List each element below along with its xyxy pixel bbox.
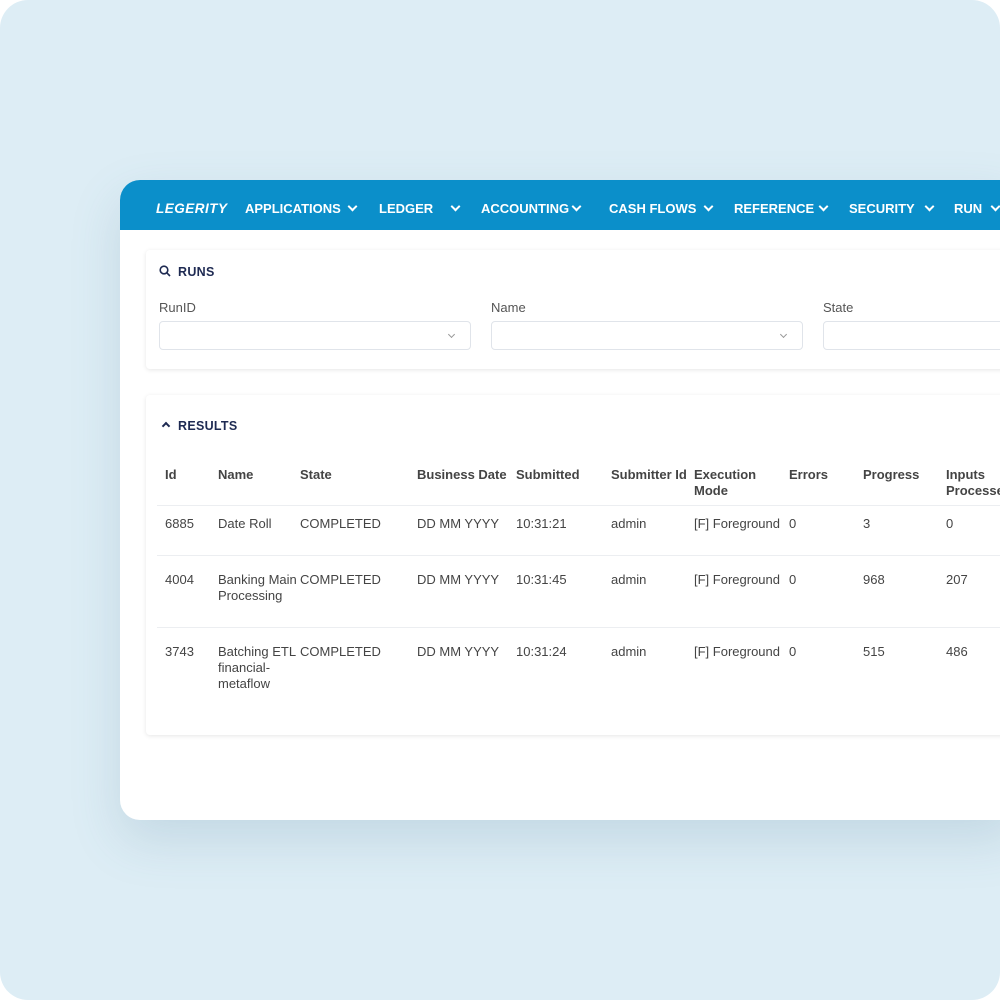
nav-applications[interactable]: APPLICATIONS — [245, 201, 341, 216]
column-header: Inputs Processed — [946, 467, 1000, 498]
column-header: Execution Mode — [694, 467, 757, 498]
table-cell: admin — [611, 644, 647, 659]
table-cell: 515 — [863, 644, 885, 659]
table-cell: Banking Main Processing — [218, 572, 297, 603]
table-cell: 0 — [789, 644, 797, 659]
logo: LEGERITY — [156, 201, 228, 216]
table-cell: Date Roll — [218, 516, 272, 531]
table-cell: 0 — [789, 516, 797, 531]
table-cell: DD MM YYYY — [417, 572, 500, 587]
table-cell: 486 — [946, 644, 968, 659]
row-divider — [157, 555, 1000, 556]
table-cell: admin — [611, 572, 647, 587]
state-select[interactable] — [823, 321, 1000, 350]
chevron-down-icon[interactable] — [703, 201, 714, 212]
table-cell: 3743 — [165, 644, 194, 659]
runid-label: RunID — [159, 300, 196, 315]
table-cell: 207 — [946, 572, 968, 587]
table-cell: 3 — [863, 516, 871, 531]
nav-accounting[interactable]: ACCOUNTING — [481, 201, 570, 216]
row-divider — [157, 505, 1000, 506]
table-cell: DD MM YYYY — [417, 644, 500, 659]
column-header: Business Date — [417, 467, 507, 482]
chevron-down-icon[interactable] — [450, 201, 461, 212]
table-cell: DD MM YYYY — [417, 516, 500, 531]
runid-select[interactable] — [159, 321, 471, 350]
nav-ledger[interactable]: LEDGER — [379, 201, 434, 216]
column-header: Submitter Id — [611, 467, 687, 482]
column-header: Progress — [863, 467, 920, 482]
column-header: State — [300, 467, 332, 482]
table-cell: admin — [611, 516, 647, 531]
table-cell: [F] Foreground — [694, 516, 780, 531]
top-nav: LEGERITY APPLICATIONS LEDGER ACCOUNTING … — [120, 180, 1000, 230]
table-cell: 10:31:45 — [516, 572, 567, 587]
runs-filter-card: RUNS RunID Name State — [146, 250, 1000, 369]
chevron-down-icon[interactable] — [571, 201, 582, 212]
table-cell: [F] Foreground — [694, 644, 780, 659]
column-header: Errors — [789, 467, 829, 482]
table-cell: COMPLETED — [300, 644, 381, 659]
column-header: Name — [218, 467, 254, 482]
name-label: Name — [491, 300, 526, 315]
nav-reference[interactable]: REFERENCE — [734, 201, 815, 216]
chevron-down-icon — [779, 330, 788, 339]
chevron-down-icon[interactable] — [347, 201, 358, 212]
search-icon — [159, 265, 171, 277]
chevron-down-icon[interactable] — [924, 201, 935, 212]
table-cell: 10:31:24 — [516, 644, 567, 659]
table-cell: 968 — [863, 572, 885, 587]
table-cell: [F] Foreground — [694, 572, 780, 587]
column-header: Submitted — [516, 467, 580, 482]
table-cell: 6885 — [165, 516, 194, 531]
table-cell: COMPLETED — [300, 516, 381, 531]
nav-run[interactable]: RUN — [954, 201, 983, 216]
nav-cash-flows[interactable]: CASH FLOWS — [609, 201, 697, 216]
chevron-up-icon[interactable] — [161, 421, 171, 431]
table-cell: COMPLETED — [300, 572, 381, 587]
column-header: Id — [165, 467, 177, 482]
runs-title: RUNS — [178, 265, 215, 279]
table-cell: 10:31:21 — [516, 516, 567, 531]
nav-security[interactable]: SECURITY — [849, 201, 915, 216]
table-cell: 4004 — [165, 572, 194, 587]
chevron-down-icon[interactable] — [990, 201, 1000, 212]
table-cell: 0 — [946, 516, 954, 531]
table-cell: Batching ETL financial-metaflow — [218, 644, 296, 691]
table-cell: 0 — [789, 572, 797, 587]
row-divider — [157, 627, 1000, 628]
chevron-down-icon — [447, 330, 456, 339]
name-select[interactable] — [491, 321, 803, 350]
results-title[interactable]: RESULTS — [178, 419, 238, 433]
state-label: State — [823, 300, 854, 315]
chevron-down-icon[interactable] — [818, 201, 829, 212]
results-card: RESULTS Id Name State Business Date Submitte… — [146, 395, 1000, 735]
app-window: LEGERITY APPLICATIONS LEDGER ACCOUNTING … — [120, 180, 1000, 820]
